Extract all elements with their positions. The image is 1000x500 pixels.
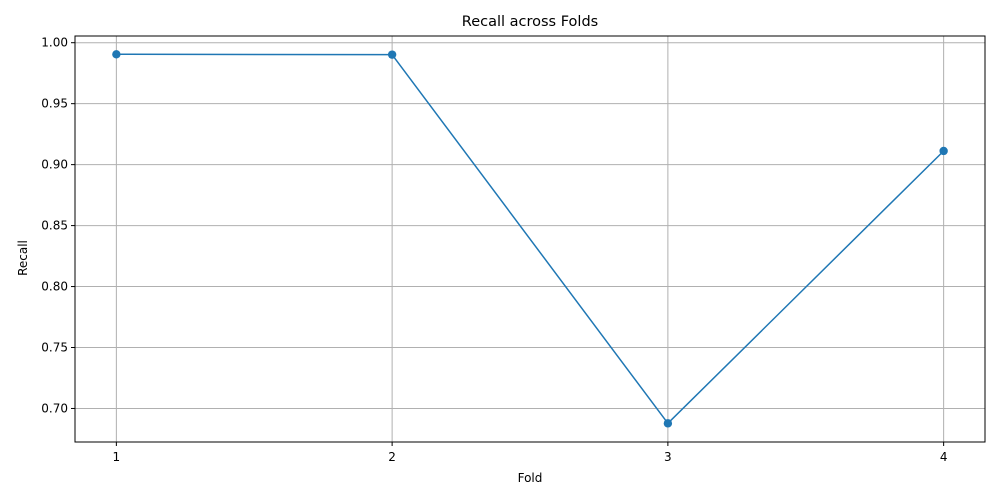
grid-lines	[75, 36, 985, 442]
chart-title: Recall across Folds	[462, 14, 598, 30]
y-tick-label: 1.00	[41, 36, 68, 50]
y-tick-label: 0.75	[41, 341, 68, 355]
series-layer	[112, 50, 948, 428]
data-point	[387, 50, 397, 59]
x-axis-label: Fold	[518, 471, 543, 485]
y-axis-label: Recall	[16, 240, 30, 276]
y-tick-label: 0.80	[41, 280, 68, 294]
series-line	[116, 53, 945, 425]
data-point	[663, 419, 673, 428]
x-tick-label: 1	[113, 450, 121, 464]
y-tick-label: 0.95	[41, 97, 68, 111]
ticks: 1 2 3 4 0.70 0.75 0.80 0.85 0.90 0.95 1.00	[41, 36, 947, 464]
x-tick-label: 2	[388, 450, 396, 464]
y-tick-label: 0.85	[41, 219, 68, 233]
data-point	[939, 146, 948, 156]
data-point	[112, 50, 121, 59]
x-tick-label: 4	[940, 450, 948, 464]
x-tick-label: 3	[664, 450, 672, 464]
y-tick-label: 0.70	[41, 401, 68, 415]
plot-frame	[74, 35, 986, 443]
y-tick-label: 0.90	[41, 158, 68, 172]
